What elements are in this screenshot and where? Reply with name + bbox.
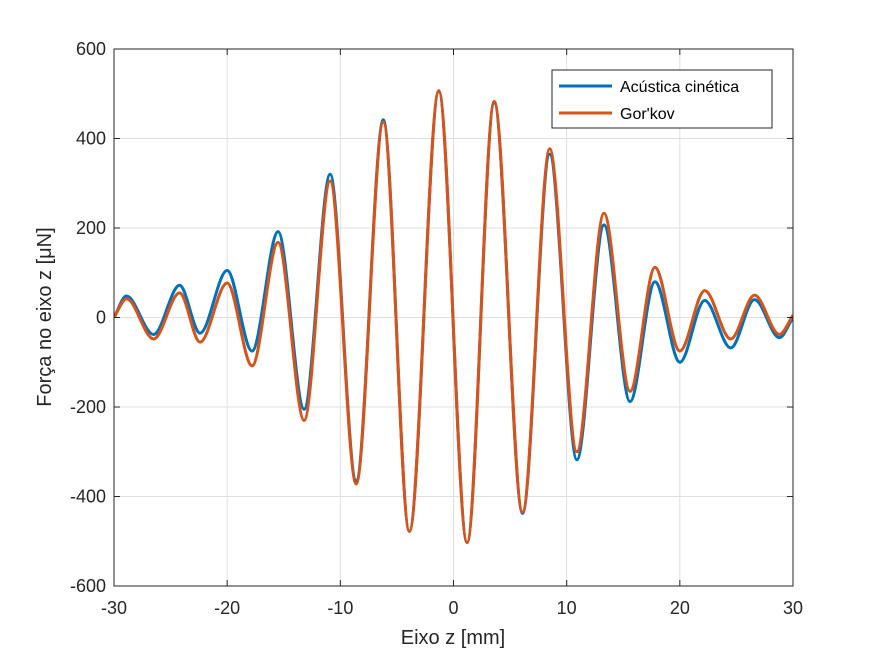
y-tick-label: 600 — [76, 39, 106, 59]
x-axis-label: Eixo z [mm] — [401, 627, 505, 649]
y-tick-label: -600 — [70, 576, 106, 596]
series-line-2 — [114, 89, 793, 545]
legend-label-1: Acústica cinética — [620, 79, 739, 96]
x-tick-labels: -30 -20 -10 0 10 20 30 — [101, 598, 803, 618]
x-tick-label: 10 — [557, 598, 577, 618]
y-axis-label: Força no eixo z [μN] — [34, 227, 56, 406]
legend: Acústica cinética Gor'kov — [551, 69, 773, 129]
y-tick-label: 0 — [96, 308, 106, 328]
x-tick-label: -30 — [101, 598, 127, 618]
x-tick-label: -10 — [327, 598, 353, 618]
y-tick-label: 400 — [76, 129, 106, 149]
x-tick-label: 30 — [783, 598, 803, 618]
axis-ticks — [113, 48, 794, 587]
y-tick-label: 200 — [76, 218, 106, 238]
series-layer — [114, 89, 793, 545]
y-tick-labels: -600 -400 -200 0 200 400 600 — [70, 39, 106, 596]
x-tick-label: -20 — [214, 598, 240, 618]
y-tick-label: -200 — [70, 397, 106, 417]
legend-label-2: Gor'kov — [620, 106, 675, 123]
legend-box — [551, 69, 773, 129]
x-tick-label: 0 — [448, 598, 458, 618]
x-tick-label: 20 — [670, 598, 690, 618]
y-tick-label: -400 — [70, 487, 106, 507]
